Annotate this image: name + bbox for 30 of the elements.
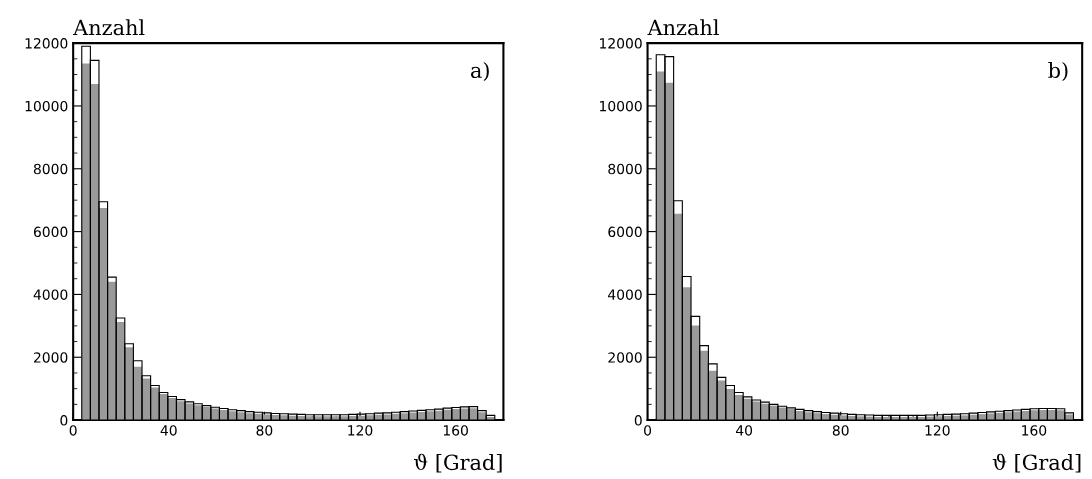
x-tick-label: 80: [256, 425, 273, 436]
y-tick-label: 0: [634, 415, 642, 426]
y-tick-label: 10000: [25, 100, 68, 112]
annotation: b): [1048, 61, 1068, 82]
y-axis-title: Anzahl: [647, 19, 719, 36]
y-tick-label: 4000: [608, 289, 642, 300]
y-tick-label: 0: [60, 415, 68, 426]
x-tick-label: 40: [160, 425, 177, 436]
x-tick-label: 120: [925, 425, 950, 436]
x-tick-label: 0: [69, 425, 77, 436]
x-tick-label: 160: [1022, 425, 1047, 436]
x-tick-label: 160: [443, 425, 468, 436]
x-tick-label: 120: [348, 425, 373, 436]
y-axis-title: Anzahl: [73, 19, 145, 36]
y-tick-label: 12000: [600, 38, 642, 49]
x-axis-title: ϑ [Grad]: [413, 453, 502, 473]
y-tick-label: 2000: [33, 352, 68, 363]
y-tick-label: 6000: [608, 226, 642, 238]
x-tick-label: 40: [735, 425, 753, 436]
y-tick-label: 6000: [33, 226, 68, 238]
x-tick-label: 80: [832, 425, 849, 436]
x-tick-label: 0: [644, 425, 652, 436]
y-tick-label: 8000: [608, 163, 642, 175]
y-tick-label: 4000: [33, 289, 68, 300]
x-axis-title: ϑ [Grad]: [992, 453, 1081, 473]
annotation: a): [470, 61, 489, 82]
y-tick-label: 8000: [33, 163, 68, 175]
y-tick-label: 2000: [608, 352, 642, 363]
y-tick-label: 12000: [25, 38, 68, 49]
y-tick-label: 10000: [600, 100, 642, 112]
